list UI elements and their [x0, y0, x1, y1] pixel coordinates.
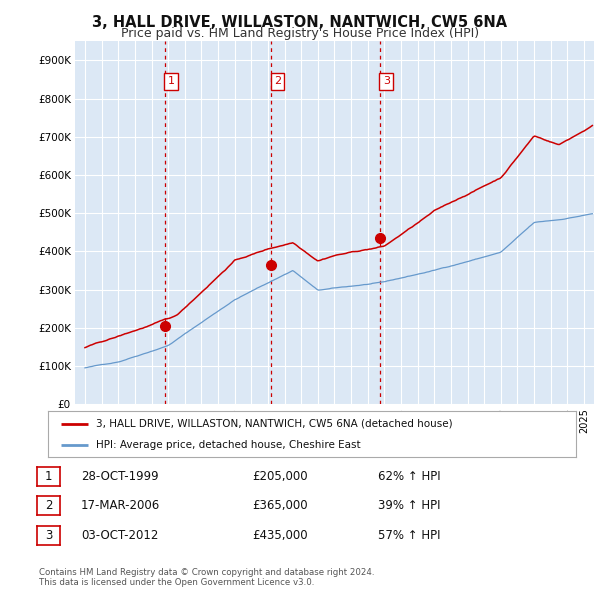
Text: £205,000: £205,000	[252, 470, 308, 483]
Text: £365,000: £365,000	[252, 499, 308, 512]
Text: 03-OCT-2012: 03-OCT-2012	[81, 529, 158, 542]
Text: 3, HALL DRIVE, WILLASTON, NANTWICH, CW5 6NA: 3, HALL DRIVE, WILLASTON, NANTWICH, CW5 …	[92, 15, 508, 30]
Text: 1: 1	[45, 470, 52, 483]
Text: 62% ↑ HPI: 62% ↑ HPI	[378, 470, 440, 483]
Text: 1: 1	[167, 76, 175, 86]
Text: HPI: Average price, detached house, Cheshire East: HPI: Average price, detached house, Ches…	[95, 440, 360, 450]
Text: 28-OCT-1999: 28-OCT-1999	[81, 470, 158, 483]
Text: Price paid vs. HM Land Registry's House Price Index (HPI): Price paid vs. HM Land Registry's House …	[121, 27, 479, 40]
Text: 3: 3	[383, 76, 390, 86]
Text: 17-MAR-2006: 17-MAR-2006	[81, 499, 160, 512]
Text: Contains HM Land Registry data © Crown copyright and database right 2024.
This d: Contains HM Land Registry data © Crown c…	[39, 568, 374, 587]
Text: £435,000: £435,000	[252, 529, 308, 542]
Text: 2: 2	[274, 76, 281, 86]
Text: 39% ↑ HPI: 39% ↑ HPI	[378, 499, 440, 512]
Text: 57% ↑ HPI: 57% ↑ HPI	[378, 529, 440, 542]
Text: 3, HALL DRIVE, WILLASTON, NANTWICH, CW5 6NA (detached house): 3, HALL DRIVE, WILLASTON, NANTWICH, CW5 …	[95, 419, 452, 429]
Text: 3: 3	[45, 529, 52, 542]
Text: 2: 2	[45, 499, 52, 512]
